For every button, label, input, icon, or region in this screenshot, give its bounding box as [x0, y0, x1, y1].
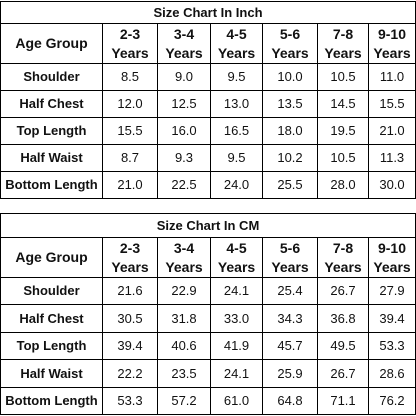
- header-cell: 9-10 Years: [369, 238, 416, 278]
- row-label: Shoulder: [1, 278, 103, 306]
- value-cell: 14.5: [318, 91, 369, 118]
- value-cell: 31.8: [158, 305, 211, 333]
- header-cell: 9-10 Years: [369, 24, 416, 64]
- value-cell: 57.2: [158, 387, 211, 415]
- value-cell: 8.7: [103, 145, 158, 172]
- header-cell: 4-5 Years: [211, 24, 263, 64]
- value-cell: 16.5: [211, 118, 263, 145]
- value-cell: 25.5: [263, 172, 318, 199]
- value-cell: 9.5: [211, 64, 263, 91]
- value-cell: 18.0: [263, 118, 318, 145]
- row-label: Half Waist: [1, 145, 103, 172]
- value-cell: 39.4: [369, 305, 416, 333]
- value-cell: 53.3: [369, 332, 416, 361]
- value-cell: 25.4: [263, 278, 318, 306]
- row-label: Half Chest: [1, 91, 103, 118]
- value-cell: 8.5: [103, 64, 158, 91]
- row-label: Half Waist: [1, 360, 103, 388]
- value-cell: 9.5: [211, 145, 263, 172]
- value-cell: 41.9: [211, 332, 263, 361]
- value-cell: 25.9: [263, 360, 318, 388]
- value-cell: 30.0: [369, 172, 416, 199]
- table-title: Size Chart In Inch: [1, 2, 416, 24]
- value-cell: 71.1: [318, 387, 369, 415]
- header-cell: 2-3 Years: [103, 24, 158, 64]
- row-label: Shoulder: [1, 64, 103, 91]
- value-cell: 11.0: [369, 64, 416, 91]
- value-cell: 49.5: [318, 332, 369, 361]
- row-label: Top Length: [1, 118, 103, 145]
- value-cell: 9.0: [158, 64, 211, 91]
- value-cell: 28.0: [318, 172, 369, 199]
- value-cell: 19.5: [318, 118, 369, 145]
- value-cell: 40.6: [158, 332, 211, 361]
- value-cell: 76.2: [369, 387, 416, 415]
- value-cell: 28.6: [369, 360, 416, 388]
- value-cell: 22.2: [103, 360, 158, 388]
- header-cell: 5-6 Years: [263, 238, 318, 278]
- value-cell: 10.5: [318, 64, 369, 91]
- value-cell: 15.5: [369, 91, 416, 118]
- value-cell: 45.7: [263, 332, 318, 361]
- header-cell: 5-6 Years: [263, 24, 318, 64]
- value-cell: 30.5: [103, 305, 158, 333]
- value-cell: 13.5: [263, 91, 318, 118]
- value-cell: 36.8: [318, 305, 369, 333]
- value-cell: 10.2: [263, 145, 318, 172]
- cm-table: Size Chart In CM Age Group 2-3 Years 3-4 Ye…: [0, 213, 416, 415]
- row-label: Bottom Length: [1, 172, 103, 199]
- row-label: Bottom Length: [1, 387, 103, 415]
- value-cell: 61.0: [211, 387, 263, 415]
- header-cell: 7-8 Years: [318, 24, 369, 64]
- header-cell: Age Group: [1, 24, 103, 64]
- value-cell: 9.3: [158, 145, 211, 172]
- table-title: Size Chart In CM: [1, 214, 416, 238]
- value-cell: 26.7: [318, 278, 369, 306]
- value-cell: 34.3: [263, 305, 318, 333]
- header-cell: Age Group: [1, 238, 103, 278]
- row-label: Half Chest: [1, 305, 103, 333]
- value-cell: 23.5: [158, 360, 211, 388]
- value-cell: 22.9: [158, 278, 211, 306]
- value-cell: 22.5: [158, 172, 211, 199]
- value-cell: 16.0: [158, 118, 211, 145]
- value-cell: 10.0: [263, 64, 318, 91]
- value-cell: 24.1: [211, 360, 263, 388]
- value-cell: 27.9: [369, 278, 416, 306]
- value-cell: 53.3: [103, 387, 158, 415]
- value-cell: 12.5: [158, 91, 211, 118]
- header-cell: 3-4 Years: [158, 238, 211, 278]
- value-cell: 64.8: [263, 387, 318, 415]
- value-cell: 33.0: [211, 305, 263, 333]
- header-cell: 2-3 Years: [103, 238, 158, 278]
- value-cell: 21.6: [103, 278, 158, 306]
- value-cell: 21.0: [103, 172, 158, 199]
- value-cell: 26.7: [318, 360, 369, 388]
- value-cell: 13.0: [211, 91, 263, 118]
- value-cell: 11.3: [369, 145, 416, 172]
- header-cell: 4-5 Years: [211, 238, 263, 278]
- value-cell: 10.5: [318, 145, 369, 172]
- value-cell: 39.4: [103, 332, 158, 361]
- header-cell: 7-8 Years: [318, 238, 369, 278]
- value-cell: 12.0: [103, 91, 158, 118]
- value-cell: 24.0: [211, 172, 263, 199]
- value-cell: 21.0: [369, 118, 416, 145]
- value-cell: 24.1: [211, 278, 263, 306]
- value-cell: 15.5: [103, 118, 158, 145]
- header-cell: 3-4 Years: [158, 24, 211, 64]
- inch-table: Size Chart In Inch Age Group 2-3 Years 3-4 …: [0, 1, 416, 199]
- row-label: Top Length: [1, 332, 103, 361]
